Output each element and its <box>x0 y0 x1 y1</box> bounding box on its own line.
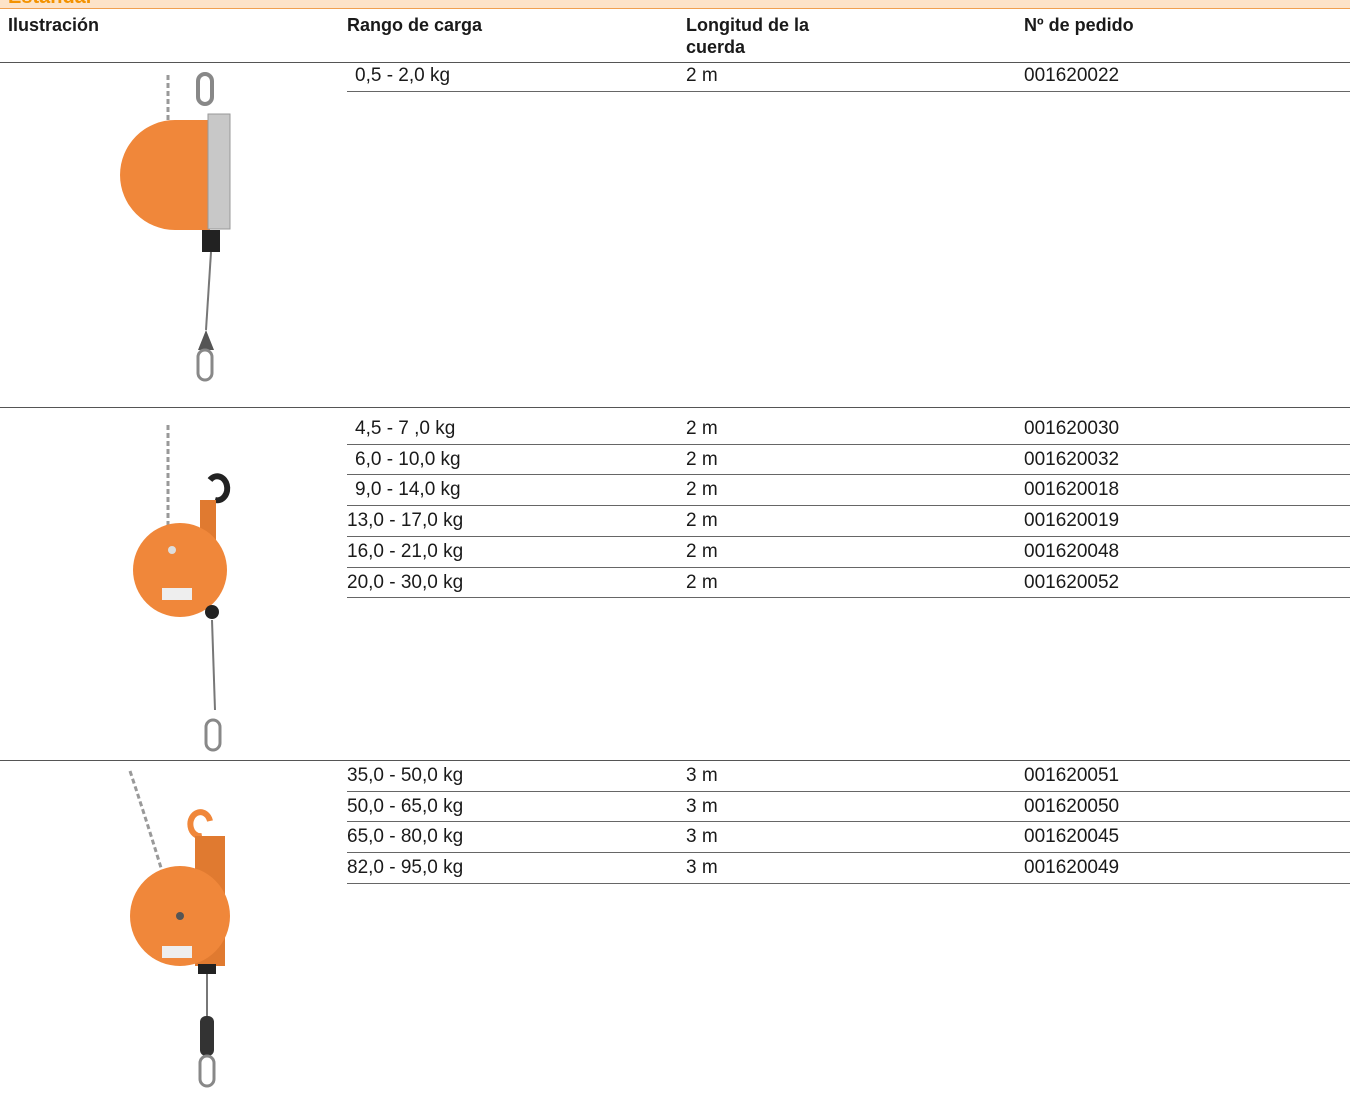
table-cell: 13,0 - 17,0 kg <box>347 510 464 532</box>
row-rule <box>347 597 1350 599</box>
table-cell: 3 m <box>686 795 718 817</box>
group-rule <box>0 407 1350 408</box>
table-cell: 001620051 <box>1024 765 1120 786</box>
balancer-image <box>120 72 231 382</box>
row-rule <box>347 474 1350 476</box>
table-cell: 6,0 - 10,0 kg <box>355 448 461 470</box>
table-cell: 65,0 - 80,0 kg <box>347 826 464 848</box>
table-cell: 16,0 - 21,0 kg <box>347 540 464 562</box>
table-cell: 001620018 <box>1024 479 1120 501</box>
column-header: Nº de pedido <box>1024 15 1134 35</box>
table-cell: 4,5 - 7 ,0 kg <box>355 418 456 439</box>
table-cell: 0,5 - 2,0 kg <box>355 65 451 86</box>
table-cell: 2 m <box>686 65 718 86</box>
table-cell: 3 m <box>686 826 718 848</box>
table-cell: 35,0 - 50,0 kg <box>347 765 464 786</box>
table-cell: 2 m <box>686 479 718 501</box>
row-rule <box>347 821 1350 823</box>
table-cell: 001620022 <box>1024 65 1120 86</box>
table-cell: 20,0 - 30,0 kg <box>347 571 464 593</box>
table-cell: 001620032 <box>1024 448 1120 470</box>
row-rule <box>347 882 1350 884</box>
column-header: Longitud de la cuerda <box>686 15 809 57</box>
row-rule <box>347 505 1350 507</box>
table-cell: 001620049 <box>1024 857 1120 879</box>
row-rule <box>347 566 1350 568</box>
table-cell: 9,0 - 14,0 kg <box>355 479 461 501</box>
table-cell: 2 m <box>686 510 718 532</box>
section-title: Estándar <box>8 0 94 8</box>
table-cell: 50,0 - 65,0 kg <box>347 795 464 817</box>
balancer-image <box>128 770 230 1088</box>
row-rule <box>347 535 1350 537</box>
table-cell: 2 m <box>686 418 718 439</box>
row-rule <box>347 90 1350 92</box>
group-rule <box>0 760 1350 761</box>
row-rule <box>347 852 1350 854</box>
table-cell: 001620048 <box>1024 540 1120 562</box>
table-cell: 82,0 - 95,0 kg <box>347 857 464 879</box>
table-cell: 001620019 <box>1024 510 1120 532</box>
table-cell: 001620045 <box>1024 826 1120 848</box>
table-cell: 001620052 <box>1024 571 1120 593</box>
table-cell: 3 m <box>686 765 718 786</box>
table-cell: 3 m <box>686 857 718 879</box>
balancer-image <box>133 425 231 752</box>
row-rule <box>347 443 1350 445</box>
table-cell: 2 m <box>686 448 718 470</box>
row-rule <box>347 790 1350 792</box>
table-cell: 001620050 <box>1024 795 1120 817</box>
table-cell: 2 m <box>686 540 718 562</box>
table-cell: 001620030 <box>1024 418 1120 439</box>
title-band: Estándar <box>0 0 1350 9</box>
column-header: Ilustración <box>8 15 100 35</box>
column-header: Rango de carga <box>347 15 483 35</box>
table-cell: 2 m <box>686 571 718 593</box>
header-rule <box>0 62 1350 63</box>
